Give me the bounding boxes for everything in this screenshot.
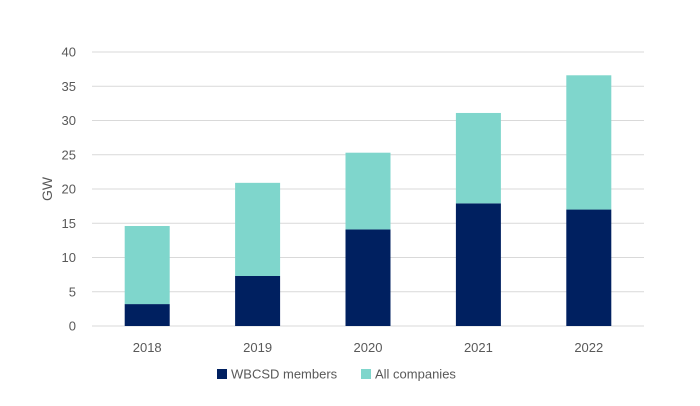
bar-all-companies-2019 [235, 182, 281, 276]
legend-label: WBCSD members [231, 367, 338, 382]
y-axis-title: GW [39, 176, 55, 201]
bar-all-companies-2018 [124, 225, 170, 305]
x-tick-label: 2022 [574, 340, 603, 355]
y-axis-ticks: 0 5 10 15 20 25 30 35 40 [62, 45, 76, 334]
y-tick-label: 25 [62, 147, 76, 162]
y-tick-label: 20 [62, 182, 76, 197]
y-tick-label: 35 [62, 79, 76, 94]
bar-wbcsd-members-2019 [235, 275, 281, 326]
bar-wbcsd-members-2020 [345, 229, 391, 326]
y-tick-label: 40 [62, 45, 76, 60]
y-tick-label: 0 [69, 319, 76, 334]
y-tick-label: 30 [62, 113, 76, 128]
bar-wbcsd-members-2022 [566, 209, 612, 326]
legend-swatch [217, 369, 227, 379]
y-tick-label: 10 [62, 250, 76, 265]
y-tick-label: 15 [62, 216, 76, 231]
bar-all-companies-2022 [566, 75, 612, 210]
bar-all-companies-2021 [455, 112, 501, 204]
legend-label: All companies [375, 367, 456, 382]
legend-swatch [361, 369, 371, 379]
x-tick-label: 2019 [243, 340, 272, 355]
legend: WBCSD members All companies [217, 367, 456, 382]
x-axis-ticks: 2018 2019 2020 2021 2022 [133, 340, 604, 355]
bars [124, 75, 612, 326]
bar-wbcsd-members-2018 [124, 304, 170, 326]
x-tick-label: 2021 [464, 340, 493, 355]
x-tick-label: 2018 [133, 340, 162, 355]
y-tick-label: 5 [69, 284, 76, 299]
bar-wbcsd-members-2021 [455, 203, 501, 326]
x-tick-label: 2020 [354, 340, 383, 355]
bar-all-companies-2020 [345, 152, 391, 230]
